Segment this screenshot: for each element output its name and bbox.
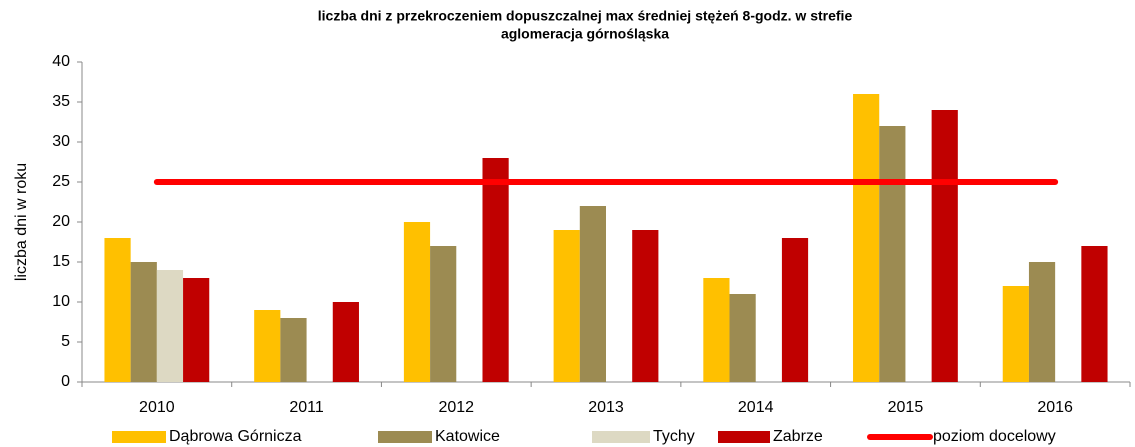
- y-tick-label: 15: [52, 253, 70, 270]
- legend-swatch: [112, 431, 166, 443]
- legend-label: Zabrze: [773, 428, 823, 445]
- x-tick-label: 2011: [289, 399, 324, 416]
- legend-label: Tychy: [653, 428, 695, 445]
- bar: [430, 246, 457, 382]
- bar: [332, 302, 359, 382]
- bar: [156, 270, 184, 382]
- x-tick-label: 2014: [738, 399, 774, 416]
- bar: [1028, 262, 1056, 382]
- bar: [781, 238, 809, 382]
- y-tick-label: 10: [52, 293, 70, 310]
- bar: [254, 310, 281, 382]
- bar: [553, 230, 580, 382]
- x-tick-label: 2015: [888, 399, 924, 416]
- y-tick-label: 5: [61, 333, 70, 350]
- chart-subtitle: aglomeracja górnośląska: [501, 26, 669, 42]
- bar: [403, 222, 431, 382]
- bar: [130, 262, 157, 382]
- bar: [482, 158, 509, 382]
- y-tick-label: 0: [61, 373, 70, 390]
- bar: [183, 278, 210, 382]
- bar: [931, 110, 958, 382]
- bar: [729, 294, 756, 382]
- y-axis-label: liczba dni w roku: [13, 163, 30, 281]
- legend-label: Dąbrowa Górnicza: [169, 428, 302, 445]
- bar: [879, 126, 906, 382]
- legend-label: Katowice: [435, 428, 500, 445]
- x-tick-label: 2012: [438, 399, 474, 416]
- x-tick-label: 2013: [588, 399, 624, 416]
- legend-swatch: [378, 431, 432, 443]
- bar: [853, 94, 880, 382]
- bar: [1002, 286, 1029, 382]
- legend-swatch: [592, 431, 650, 443]
- bar: [703, 278, 730, 382]
- y-tick-label: 40: [52, 53, 70, 70]
- legend-swatch: [718, 431, 770, 443]
- x-tick-label: 2016: [1037, 399, 1073, 416]
- bar: [104, 238, 131, 382]
- y-tick-label: 20: [52, 213, 70, 230]
- y-tick-label: 30: [52, 133, 70, 150]
- bar: [579, 206, 606, 382]
- bar: [632, 230, 659, 382]
- y-tick-label: 25: [52, 173, 70, 190]
- bar: [280, 318, 307, 382]
- bar: [1081, 246, 1108, 382]
- x-tick-label: 2010: [139, 399, 175, 416]
- legend-label: poziom docelowy: [933, 428, 1056, 445]
- y-tick-label: 35: [52, 93, 70, 110]
- chart-title: liczba dni z przekroczeniem dopuszczalne…: [318, 8, 853, 24]
